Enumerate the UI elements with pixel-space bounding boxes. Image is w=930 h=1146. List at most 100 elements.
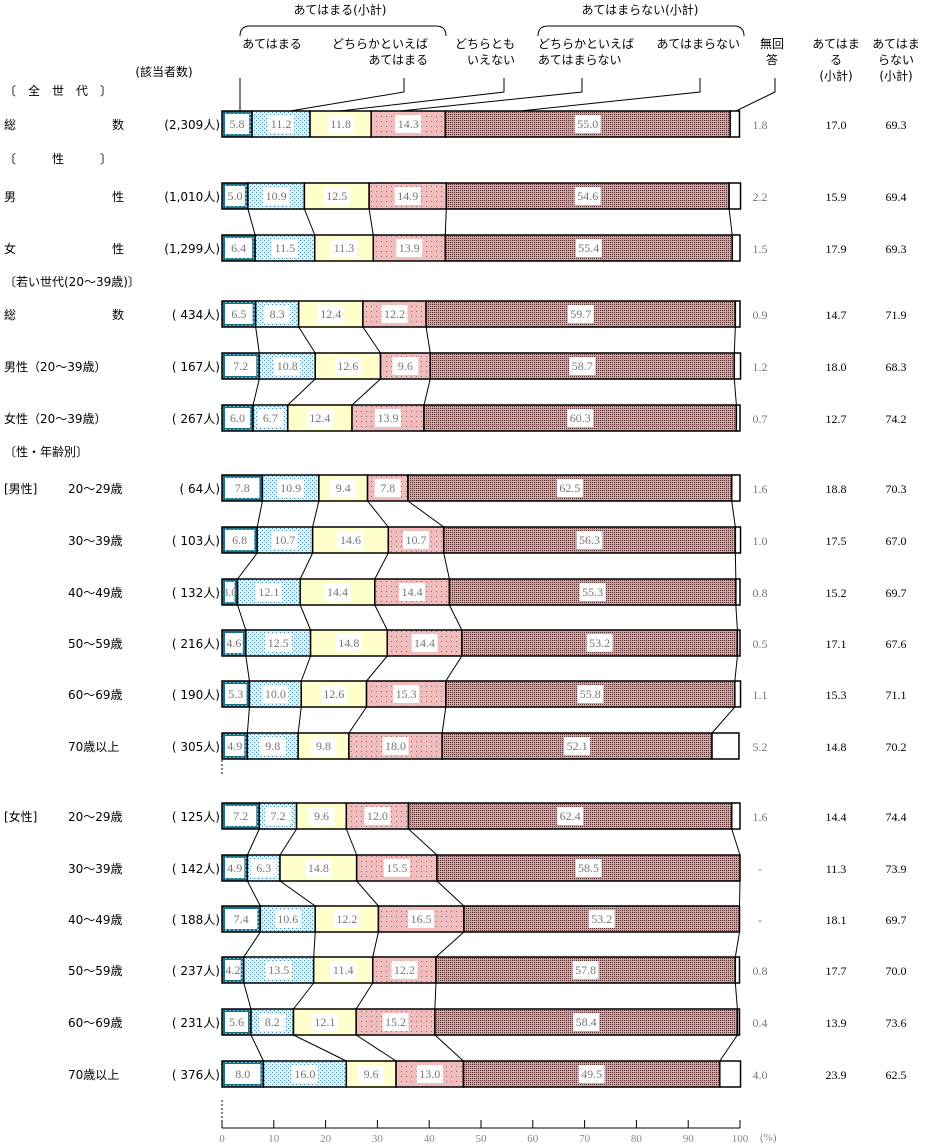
- row-count: ( 434人): [172, 308, 220, 322]
- no-answer-value: 0.9: [753, 308, 768, 322]
- row-label: 30～39歳: [68, 862, 123, 876]
- connector-line: [243, 931, 261, 958]
- connector-line: [734, 982, 738, 1010]
- data-label: 14.8: [308, 861, 329, 875]
- bar-row: 男 性 (1,010人) 5.0 10.9 12.5 14.9 54.6 2.2 15.9 69.4: [4, 182, 907, 210]
- bar-segment-6: [736, 629, 741, 657]
- subtotal-yes-value: 18.1: [826, 913, 847, 927]
- no-answer-value: 0.8: [753, 586, 768, 600]
- bar-row: 50～59歳 ( 216人) 4.6 12.5 14.8 14.4 53.2 0.5 17.1 6…: [68, 629, 907, 657]
- data-label-bg: [572, 961, 599, 979]
- connector-line: [445, 655, 463, 682]
- connector-line: [731, 500, 736, 528]
- segment-inner: [225, 736, 245, 756]
- data-label-bg: [263, 187, 290, 205]
- no-answer-value: 2.2: [753, 190, 768, 204]
- segment-inner: [225, 633, 243, 653]
- subtotal-yes-value: 13.9: [826, 1016, 847, 1030]
- bar-row: 40～49歳 ( 188人) 7.4 10.6 12.2 16.5 53.2 - 18.1 69.…: [68, 905, 907, 933]
- data-label: 9.6: [398, 359, 413, 373]
- connector-line: [237, 552, 258, 580]
- data-label-bg: [557, 807, 584, 825]
- bar-row: 60～69歳 ( 231人) 5.6 8.2 12.1 15.2 58.4 0.4 13.9 73…: [68, 1008, 907, 1036]
- row-count: ( 216人): [172, 637, 220, 651]
- connector-line: [255, 326, 260, 354]
- connector-line: [738, 880, 741, 907]
- subtotal-column-header: あてはまらない(小計): [872, 37, 920, 83]
- data-label: 12.1: [258, 585, 279, 599]
- bar-row: 70歳以上 ( 305人) 4.9 9.8 9.8 18.0 52.1 5.2 14.8 70.2: [68, 732, 907, 760]
- subtotal-no-value: 69.7: [886, 586, 907, 600]
- data-label: 18.0: [385, 739, 406, 753]
- subtotal-yes-value: 12.7: [826, 412, 847, 426]
- data-label: 13.9: [399, 241, 420, 255]
- segment-inner: [225, 478, 260, 498]
- data-label-bg: [382, 737, 409, 755]
- data-label-bg: [317, 305, 344, 323]
- data-label: 54.6: [577, 189, 598, 203]
- data-label: 13.0: [419, 1067, 440, 1081]
- connector-line: [298, 326, 316, 354]
- data-label: 7.2: [233, 359, 248, 373]
- connector-line: [734, 931, 740, 958]
- no-answer-value: 1.6: [753, 482, 768, 496]
- data-label: 15.5: [386, 861, 407, 875]
- data-label-bg: [577, 685, 604, 703]
- no-answer-value: 4.0: [753, 1068, 768, 1082]
- subtotal-no-value: 69.3: [886, 118, 907, 132]
- subtotal-no-value: 69.4: [886, 190, 907, 204]
- bar-segment-6: [734, 956, 741, 984]
- data-label-bg: [578, 1065, 605, 1083]
- connector-line: [293, 982, 315, 1010]
- subtotal-yes-value: 15.3: [826, 688, 847, 702]
- data-label-bg: [588, 910, 615, 928]
- row-label: 総: [4, 118, 16, 132]
- subtotal-no-value: 70.2: [886, 740, 907, 754]
- connector-line: [303, 208, 316, 236]
- data-label: 14.3: [398, 117, 419, 131]
- data-label: 6.0: [230, 411, 245, 425]
- row-label: 20～29歳: [68, 482, 123, 496]
- data-label-bg: [320, 685, 347, 703]
- connector-line: [366, 655, 388, 682]
- subtotal-column-header: あてはまる(小計): [812, 37, 860, 83]
- data-label: 10.6: [277, 912, 298, 926]
- connector-line: [250, 1034, 264, 1062]
- data-label: 15.2: [385, 1015, 406, 1029]
- bar-row: 30～39歳 ( 142人) 4.9 6.3 14.8 15.5 58.5 - 11.3 73.9: [68, 854, 907, 882]
- segment-inner: [225, 408, 251, 428]
- row-count: ( 376人): [172, 1068, 220, 1082]
- row-label: 男: [4, 190, 16, 204]
- legend-label: 無回答: [760, 36, 784, 67]
- row-label: 女性（20～39歳）: [4, 411, 107, 426]
- data-label-bg: [391, 961, 418, 979]
- connector-line: [734, 655, 738, 682]
- data-label: 12.2: [394, 963, 415, 977]
- data-label-bg: [374, 479, 401, 497]
- segment-inner: [225, 806, 257, 826]
- section-label: 〔性・年齢別〕: [4, 444, 88, 459]
- data-label-bg: [567, 305, 594, 323]
- connector-line: [351, 378, 381, 406]
- subtotal-no-value: 69.7: [886, 913, 907, 927]
- data-label: 3.0: [222, 585, 237, 599]
- bar-row: 30～39歳 ( 103人) 6.8 10.7 14.6 10.7 56.3 1.0 17.5 6…: [68, 526, 907, 554]
- data-label: 10.0: [265, 687, 286, 701]
- no-answer-value: -: [758, 862, 762, 876]
- section-label: 〔若い世代(20～39歳)〕: [4, 275, 140, 289]
- data-label: 7.2: [233, 809, 248, 823]
- connector-line: [312, 500, 320, 528]
- connector-line: [279, 828, 298, 856]
- data-label-bg: [306, 409, 333, 427]
- data-label-bg: [402, 531, 429, 549]
- data-label: 12.1: [314, 1015, 335, 1029]
- data-label-bg: [567, 409, 594, 427]
- data-label-bg: [383, 859, 410, 877]
- bar-row: 60～69歳 ( 190人) 5.3 10.0 12.6 15.3 55.8 1.1 15.3 7…: [68, 680, 907, 708]
- connector-line: [434, 982, 437, 1010]
- subtotal-no-value: 62.5: [886, 1068, 907, 1082]
- segment-inner: [225, 114, 250, 134]
- data-label: 12.5: [326, 189, 347, 203]
- subtotal-no-value: 70.3: [886, 482, 907, 496]
- data-label: 55.3: [582, 585, 603, 599]
